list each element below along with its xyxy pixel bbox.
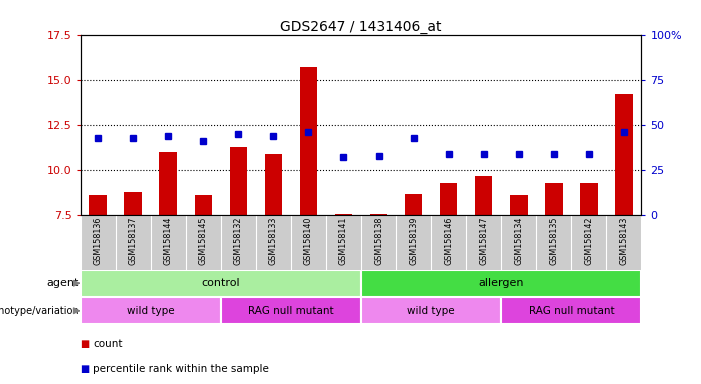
Bar [300,67,317,215]
Text: GSM158135: GSM158135 [550,217,558,265]
Bar [160,152,177,215]
Text: GSM158146: GSM158146 [444,217,453,265]
Text: RAG null mutant: RAG null mutant [248,306,334,316]
Text: GSM158143: GSM158143 [620,217,628,265]
Text: genotype/variation: genotype/variation [0,306,79,316]
Bar [125,192,142,215]
Bar [370,214,387,215]
Bar [580,183,598,215]
Text: GSM158142: GSM158142 [585,217,593,265]
Text: GSM158144: GSM158144 [164,217,172,265]
Bar [90,195,107,215]
Text: wild type: wild type [127,306,175,316]
Text: agent: agent [46,278,79,288]
Text: GSM158133: GSM158133 [269,217,278,265]
Bar [81,270,361,297]
Text: GSM158137: GSM158137 [129,217,137,265]
Bar [230,147,247,215]
Text: allergen: allergen [479,278,524,288]
Bar [265,154,283,215]
Bar [545,183,562,215]
Text: percentile rank within the sample: percentile rank within the sample [93,364,269,374]
Bar [361,297,501,324]
Text: GSM158132: GSM158132 [234,217,243,265]
Bar [195,195,212,215]
Text: GSM158145: GSM158145 [199,217,207,265]
Text: wild type: wild type [407,306,455,316]
Bar [405,194,423,215]
Bar [501,297,641,324]
Bar [221,297,361,324]
Title: GDS2647 / 1431406_at: GDS2647 / 1431406_at [280,20,442,33]
Text: control: control [201,278,240,288]
Bar [440,183,458,215]
Text: RAG null mutant: RAG null mutant [529,306,614,316]
Text: ■: ■ [81,339,90,349]
Text: count: count [93,339,123,349]
Bar [475,175,492,215]
Text: GSM158139: GSM158139 [409,217,418,265]
Bar [361,270,641,297]
Text: GSM158136: GSM158136 [94,217,102,265]
Text: GSM158140: GSM158140 [304,217,313,265]
Text: GSM158147: GSM158147 [479,217,488,265]
Bar [81,297,221,324]
Text: GSM158141: GSM158141 [339,217,348,265]
Bar [615,94,633,215]
Bar [335,214,353,215]
Text: GSM158134: GSM158134 [515,217,523,265]
Text: GSM158138: GSM158138 [374,217,383,265]
Text: ■: ■ [81,364,90,374]
Bar [510,195,528,215]
